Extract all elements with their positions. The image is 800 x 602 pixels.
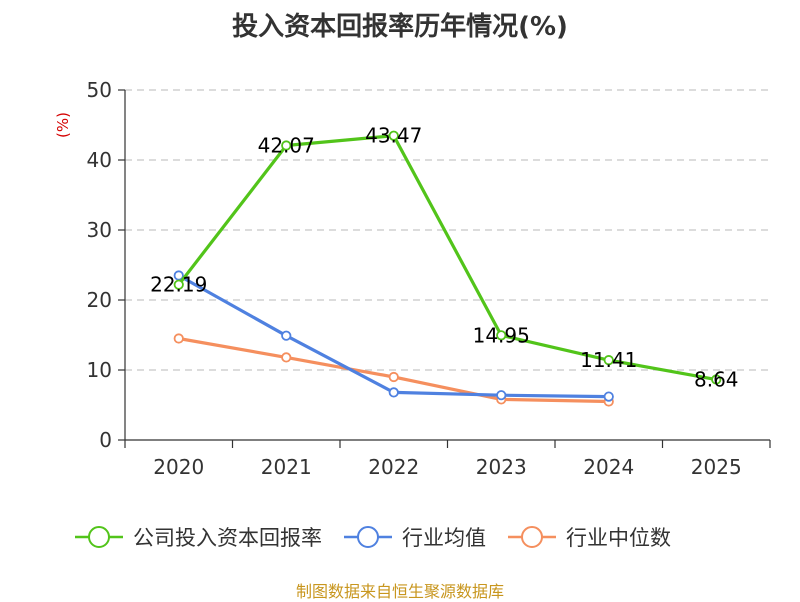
- x-tick-label-2023: 2023: [476, 455, 527, 479]
- axes: 0 10 20 30 40 50 2020 2021 2022 2023 2024 2025: [87, 78, 771, 479]
- source-note: 制图数据来自恒生聚源数据库: [295, 582, 504, 601]
- series-1-point-4: [603, 391, 614, 402]
- series-0-point-0: [173, 279, 184, 290]
- chart-title: 投入资本回报率历年情况(%): [232, 12, 568, 42]
- legend-marker-2: [521, 526, 543, 548]
- series-2-point-1: [281, 352, 292, 363]
- legend-marker-0: [88, 526, 110, 548]
- series-1-point-2: [388, 387, 399, 398]
- legend-marker-1: [357, 526, 379, 548]
- series-line-0: [177, 134, 717, 382]
- data-label-2023: 14.95: [473, 323, 530, 347]
- legend-label-2: 行业中位数: [566, 526, 671, 550]
- series-0-point-3: [496, 330, 507, 341]
- legend-label-0: 公司投入资本回报率: [133, 526, 322, 550]
- series-0-point-1: [281, 140, 292, 151]
- series-1-point-3: [496, 390, 507, 401]
- legend-label-1: 行业均值: [402, 526, 486, 550]
- series-2-point-0: [173, 333, 184, 344]
- data-label-2025: 8.64: [694, 368, 739, 392]
- x-tick-label-2022: 2022: [368, 455, 419, 479]
- x-tick-label-2024: 2024: [583, 455, 634, 479]
- y-tick-label-40: 40: [87, 148, 112, 172]
- series-2-point-2: [388, 371, 399, 383]
- y-tick-label-10: 10: [87, 358, 112, 382]
- series-0-point-5: [711, 374, 722, 385]
- series-0-point-4: [603, 355, 614, 366]
- y-tick-label-30: 30: [87, 218, 112, 242]
- legend: 公司投入资本回报率 行业均值 行业中位数: [75, 526, 671, 550]
- data-label-2020: 22.19: [150, 273, 207, 297]
- series-1-point-1: [281, 330, 292, 341]
- data-label-2022: 43.47: [365, 124, 422, 148]
- y-tick-label-20: 20: [87, 288, 112, 312]
- x-tick-label-2021: 2021: [261, 455, 312, 479]
- x-tick-label-2020: 2020: [153, 455, 204, 479]
- y-tick-label-50: 50: [87, 78, 112, 102]
- series-0-point-2: [388, 130, 399, 141]
- y-axis-label: (%): [54, 112, 72, 138]
- data-label-2024: 11.41: [580, 348, 637, 372]
- data-label-2021: 42.07: [258, 134, 315, 158]
- data-labels: 22.19 42.07 43.47 14.95 11.41 8.64: [150, 124, 738, 392]
- x-tick-label-2025: 2025: [691, 455, 742, 479]
- y-tick-label-0: 0: [99, 428, 112, 452]
- series-lines: [173, 130, 722, 407]
